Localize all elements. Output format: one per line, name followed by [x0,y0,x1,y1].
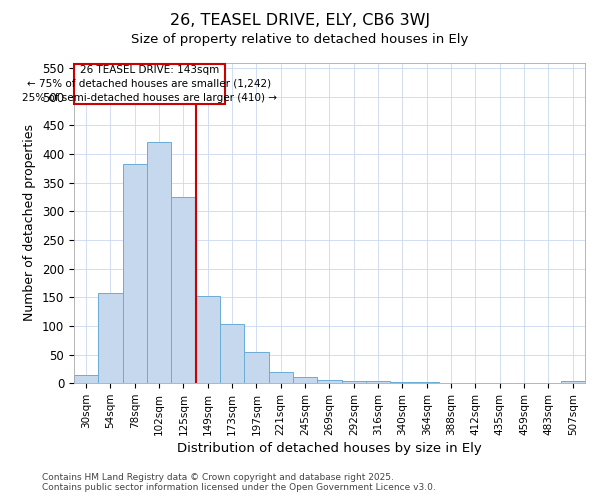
Bar [147,142,171,383]
Bar [244,352,269,383]
Bar [463,382,488,383]
Bar [536,382,560,383]
Bar [488,382,512,383]
Bar [317,380,341,383]
Bar [220,324,244,383]
X-axis label: Distribution of detached houses by size in Ely: Distribution of detached houses by size … [177,442,482,455]
Bar [560,382,585,383]
Bar [122,164,147,383]
Bar [74,374,98,383]
Y-axis label: Number of detached properties: Number of detached properties [23,124,37,322]
Bar [390,382,415,383]
Bar [512,382,536,383]
Text: Contains HM Land Registry data © Crown copyright and database right 2025.
Contai: Contains HM Land Registry data © Crown c… [42,473,436,492]
Text: 26 TEASEL DRIVE: 143sqm
← 75% of detached houses are smaller (1,242)
25% of semi: 26 TEASEL DRIVE: 143sqm ← 75% of detache… [22,64,277,102]
Bar [196,296,220,383]
Bar [171,196,196,383]
Bar [439,382,463,383]
Text: 26, TEASEL DRIVE, ELY, CB6 3WJ: 26, TEASEL DRIVE, ELY, CB6 3WJ [170,12,430,28]
FancyBboxPatch shape [74,64,225,104]
Bar [293,378,317,383]
Bar [269,372,293,383]
Text: Size of property relative to detached houses in Ely: Size of property relative to detached ho… [131,32,469,46]
Bar [98,294,122,383]
Bar [415,382,439,383]
Bar [341,381,366,383]
Bar [366,382,390,383]
